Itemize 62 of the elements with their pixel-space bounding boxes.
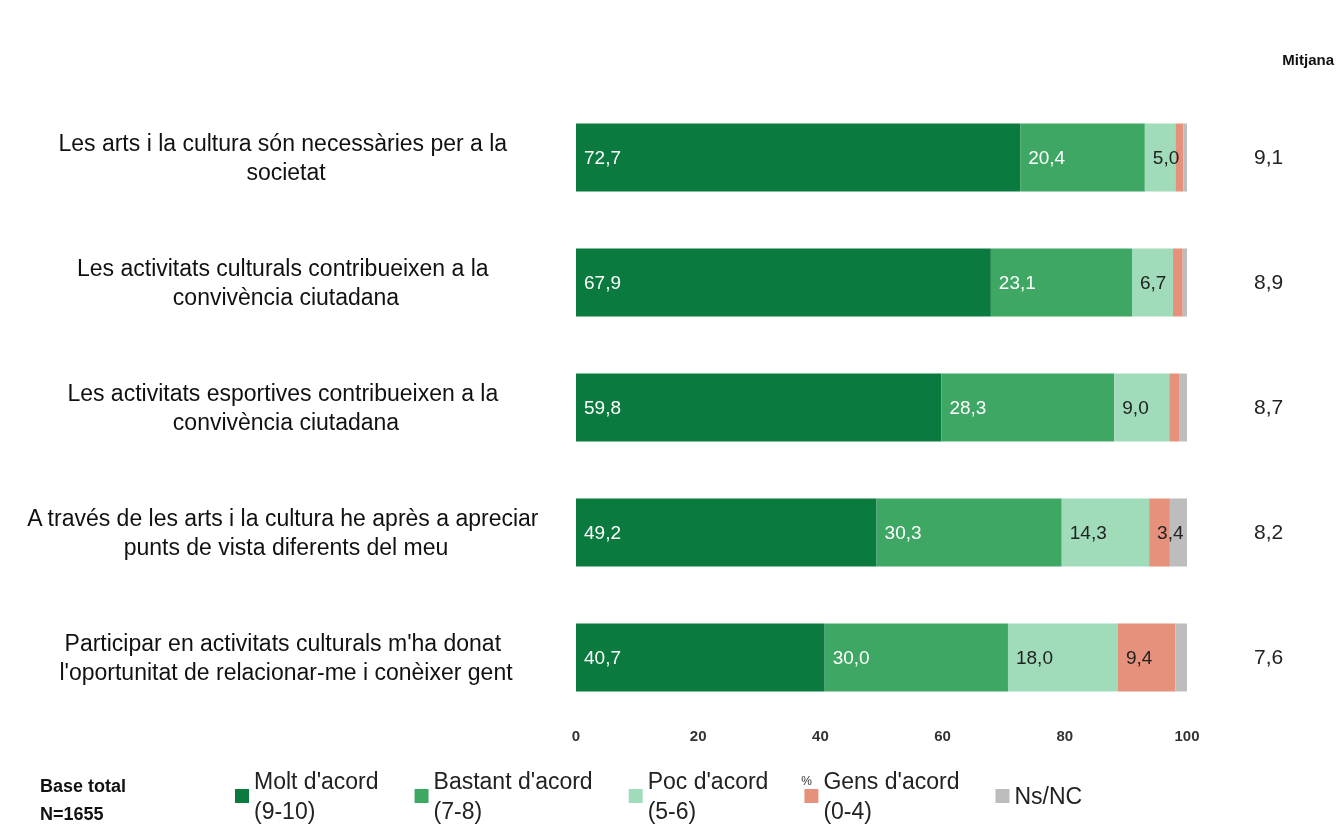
legend-label: Gens d'acord (0-4) — [823, 768, 960, 824]
x-tick-label: 100 — [1174, 727, 1200, 744]
data-label: 72,7 — [584, 147, 621, 168]
text: 8,2 — [1254, 519, 1284, 543]
x-tick-label: 60 — [934, 727, 951, 744]
bar — [1114, 373, 1170, 442]
x-tick-label: 0 — [571, 727, 581, 744]
x-tick-label: 20 — [689, 727, 707, 744]
y-tick-label: Les activitats culturals contribueixen a la convivència ciutadana — [76, 255, 496, 310]
bar — [941, 373, 1115, 442]
bar — [990, 248, 1133, 317]
text: 9,1 — [1254, 144, 1284, 168]
bar — [576, 248, 991, 317]
bar — [824, 623, 1008, 692]
data-label: 5,0 — [1152, 147, 1180, 168]
legend-label: Ns/NC — [1014, 783, 1083, 809]
bar — [576, 123, 1021, 192]
legend-label: Poc d'acord (5-6) — [647, 768, 769, 824]
data-label: 14,3 — [1069, 522, 1107, 543]
data-label: 67,9 — [584, 272, 621, 293]
text: 7,6 — [1254, 644, 1284, 668]
bar — [1020, 123, 1145, 192]
y-tick-label: Les arts i la cultura són necessàries per a la societat — [58, 130, 514, 185]
x-axis-title: % — [801, 774, 813, 788]
bar — [876, 498, 1062, 567]
data-label: 18,0 — [1015, 647, 1053, 668]
y-tick-label: A través de les arts i la cultura he après a apreciar punts de vista diferents del meu — [27, 505, 545, 560]
data-label: 3,4 — [1157, 522, 1184, 543]
data-label: 20,4 — [1028, 147, 1066, 168]
bar — [1183, 123, 1187, 192]
bar — [1169, 373, 1180, 442]
data-label: 28,3 — [949, 397, 987, 418]
text: 8,9 — [1254, 269, 1284, 293]
data-label: 49,2 — [584, 522, 621, 543]
bar — [1182, 248, 1187, 317]
text: 8,7 — [1254, 394, 1284, 418]
data-label: 9,4 — [1125, 647, 1153, 668]
bar — [1117, 623, 1176, 692]
y-tick-label: Les activitats esportives contribueixen a la convivència ciutadana — [67, 380, 505, 435]
data-label: 59,8 — [584, 397, 621, 418]
y-tick-label: Participar en activitats culturals m'ha donat l'oportunitat de relacionar-me i conèixer gent — [59, 630, 514, 685]
bar — [1132, 248, 1173, 317]
text: Mitjana — [1282, 51, 1335, 68]
bar — [1175, 623, 1187, 692]
legend-label: Bastant d'acord (7-8) — [433, 768, 593, 824]
bar — [576, 623, 825, 692]
data-label: 9,0 — [1122, 397, 1149, 418]
bar — [1007, 623, 1118, 692]
text: Base total N=1655 — [40, 776, 127, 824]
bar — [576, 498, 877, 567]
x-tick-label: 80 — [1056, 727, 1074, 744]
bar — [1061, 498, 1150, 567]
bar — [576, 373, 942, 442]
legend-label: Molt d'acord (9-10) — [254, 768, 379, 824]
data-label: 30,0 — [832, 647, 870, 668]
data-label: 30,3 — [884, 522, 922, 543]
data-label: 6,7 — [1140, 272, 1167, 293]
x-tick-label: 40 — [812, 727, 829, 744]
bar — [1179, 373, 1187, 442]
bar — [1172, 248, 1183, 317]
data-label: 23,1 — [998, 272, 1036, 293]
data-label: 40,7 — [584, 647, 621, 668]
